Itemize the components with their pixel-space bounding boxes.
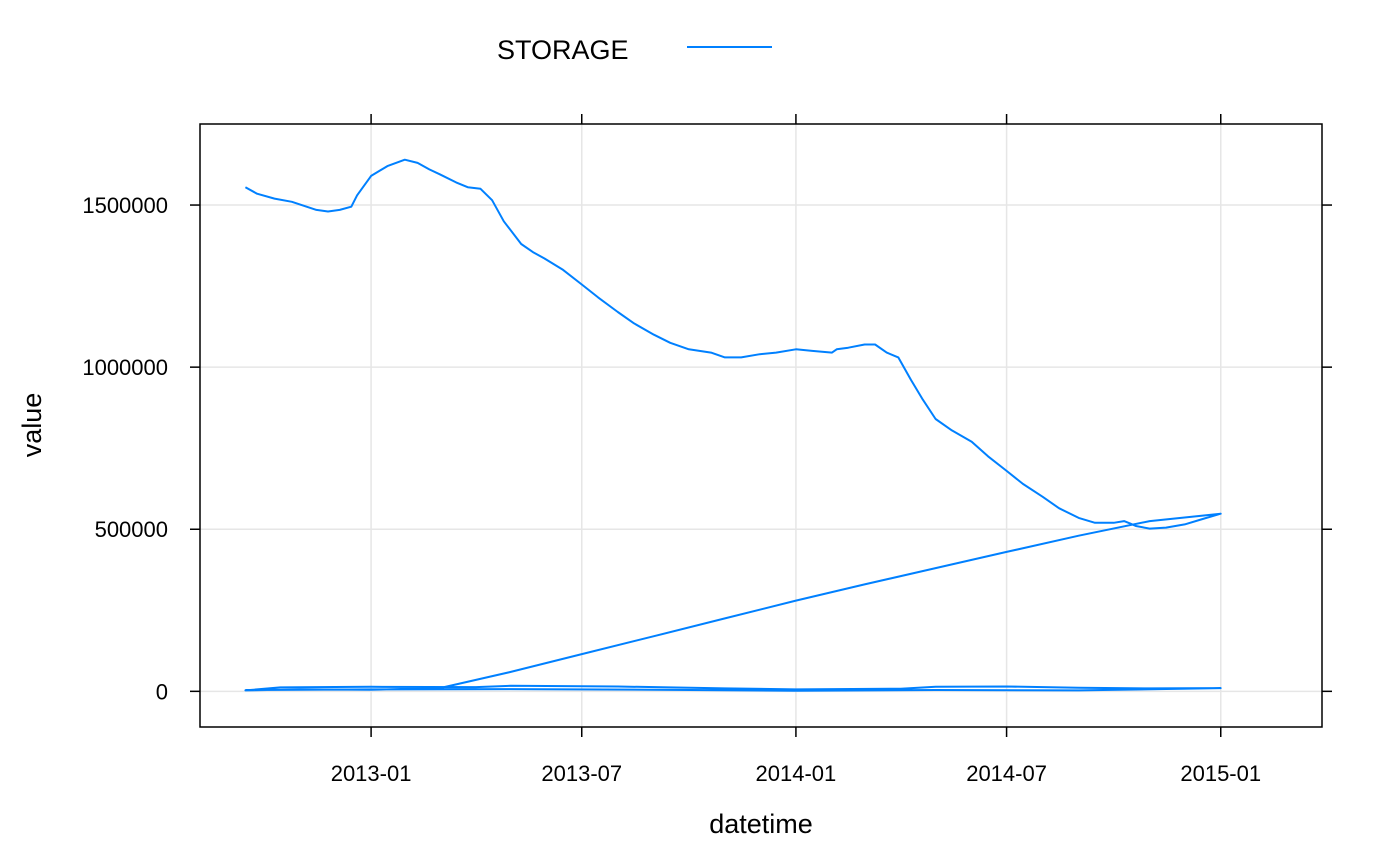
- plot-frame: [199, 123, 1323, 728]
- y-tick-label: 1500000: [82, 193, 168, 218]
- x-tick-label: 2014-07: [966, 761, 1047, 786]
- gridlines: [200, 124, 1322, 727]
- y-tick-label: 500000: [95, 517, 168, 542]
- x-tick-labels: 2013-01 2013-07 2014-01 2014-07 2015-01: [331, 761, 1261, 786]
- legend: STORAGE: [497, 35, 772, 65]
- series-line-storage: [244, 158, 1222, 692]
- x-tick-label: 2015-01: [1180, 761, 1261, 786]
- axis-ticks: [190, 114, 1332, 737]
- y-tick-labels: 0 500000 1000000 1500000: [82, 193, 168, 704]
- legend-label-storage: STORAGE: [497, 35, 629, 65]
- y-tick-label: 0: [156, 679, 168, 704]
- x-tick-label: 2013-07: [541, 761, 622, 786]
- series-area: [244, 158, 1222, 692]
- y-tick-label: 1000000: [82, 355, 168, 380]
- x-axis-title: datetime: [709, 809, 813, 839]
- x-tick-label: 2013-01: [331, 761, 412, 786]
- y-axis-title: value: [17, 393, 47, 458]
- x-tick-label: 2014-01: [756, 761, 837, 786]
